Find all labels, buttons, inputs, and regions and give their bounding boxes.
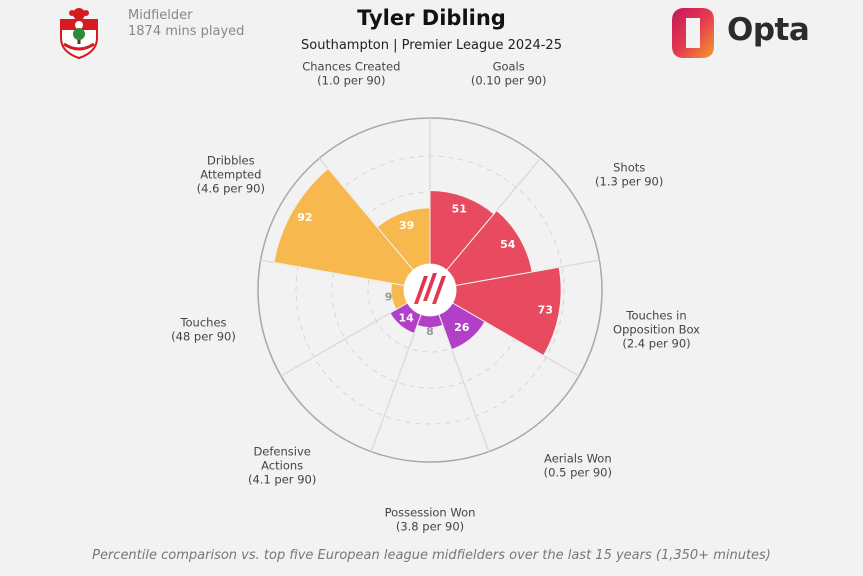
value-label-5: 14 — [399, 311, 415, 324]
value-label-7: 92 — [297, 211, 312, 224]
value-label-0: 51 — [452, 203, 467, 216]
value-label-6: 9 — [385, 290, 393, 303]
page-title: Tyler Dibling — [357, 6, 506, 30]
value-label-4: 8 — [426, 325, 434, 338]
value-label-8: 39 — [399, 219, 414, 232]
category-label-7: Dribbles Attempted (4.6 per 90) — [197, 154, 265, 196]
chart-bars — [273, 167, 562, 357]
grid-spoke — [280, 302, 408, 377]
player-minutes: 1874 mins played — [128, 24, 245, 39]
category-label-1: Shots (1.3 per 90) — [595, 161, 663, 189]
footnote: Percentile comparison vs. top five Europ… — [92, 548, 771, 563]
category-label-0: Goals (0.10 per 90) — [471, 59, 547, 87]
opta-brand: Opta — [727, 12, 810, 48]
center-logo — [404, 264, 456, 316]
category-label-2: Touches in Opposition Box (2.4 per 90) — [613, 308, 700, 350]
opta-logo-icon — [672, 8, 714, 58]
page-subtitle: Southampton | Premier League 2024-25 — [301, 38, 562, 53]
center-mark-icon — [414, 273, 446, 304]
category-label-5: Defensive Actions (4.1 per 90) — [248, 445, 316, 487]
category-label-4: Possession Won (3.8 per 90) — [385, 506, 476, 534]
category-label-8: Chances Created (1.0 per 90) — [302, 59, 400, 87]
category-label-3: Aerials Won (0.5 per 90) — [544, 452, 612, 480]
southampton-crest-icon — [60, 8, 98, 60]
player-meta: Midfielder 1874 mins played — [128, 8, 244, 40]
chart-category-labels: Goals (0.10 per 90) Shots (1.3 per 90) Touch… — [171, 59, 700, 533]
category-label-6: Touches (48 per 90) — [171, 315, 236, 343]
chart-value-labels: 51 54 73 26 8 14 9 92 39 — [297, 203, 553, 338]
value-label-3: 26 — [454, 321, 470, 334]
value-label-1: 54 — [500, 238, 516, 251]
player-position: Midfielder — [128, 8, 193, 23]
value-label-2: 73 — [538, 303, 553, 316]
grid-spoke — [370, 314, 422, 452]
bar-3 — [438, 302, 486, 351]
